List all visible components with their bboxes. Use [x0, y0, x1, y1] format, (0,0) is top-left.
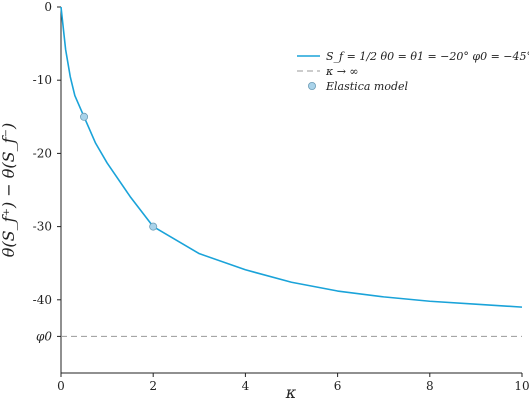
x-tick-label: 6	[334, 379, 342, 393]
x-ticks: 0 2 4 6 8 10	[57, 373, 529, 393]
x-tick-label: 8	[426, 379, 434, 393]
y-tick-label: -20	[33, 146, 52, 160]
axes	[60, 7, 522, 374]
x-tick-label: 2	[149, 379, 157, 393]
y-ticks: 0 -10 -20 -30 -40 φ0	[33, 0, 61, 343]
y-tick-label: -30	[33, 220, 52, 234]
x-tick-label: 0	[57, 379, 65, 393]
y-tick-label: -10	[33, 73, 52, 87]
plot-layer	[60, 6, 523, 337]
legend-entry-curve: S_f = 1/2 θ0 = θ1 = −20° φ0 = −45°	[326, 50, 529, 63]
elastica-point	[149, 222, 158, 231]
elastica-point	[80, 112, 89, 121]
x-tick-label: 10	[514, 379, 529, 393]
y-axis-title: θ(S_f⁺) − θ(S_f⁻)	[0, 123, 18, 257]
x-axis-title: κ	[285, 383, 297, 402]
legend: S_f = 1/2 θ0 = θ1 = −20° φ0 = −45° κ → ∞…	[297, 50, 529, 93]
x-tick-label: 4	[242, 379, 250, 393]
y-tick-label: -40	[33, 293, 52, 307]
y-tick-label: 0	[44, 0, 52, 14]
legend-entry-elastica: Elastica model	[325, 80, 409, 93]
legend-marker-swatch	[307, 82, 316, 91]
legend-entry-asymptote: κ → ∞	[325, 65, 359, 78]
asymptote-tick-label: φ0	[36, 329, 52, 343]
